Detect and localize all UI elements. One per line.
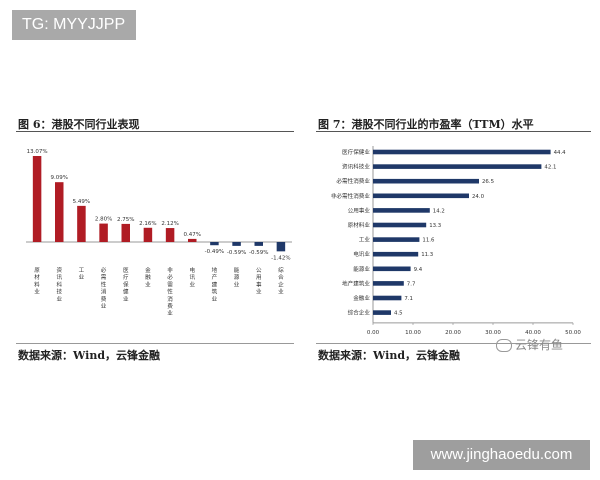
fig6-bar <box>188 238 197 242</box>
fig6-bar <box>121 223 130 242</box>
fig7-x-tick-label: 30.00 <box>485 330 501 336</box>
fig7-x-tick-label: 10.00 <box>405 330 421 336</box>
fig7-bar <box>373 237 420 242</box>
fig6-category-label: 必需性消费业 <box>101 266 107 310</box>
figure7-title: 图 7：港股不同行业的市盈率（TTM）水平 <box>318 118 534 131</box>
fig7-category-label: 电讯业 <box>353 250 370 258</box>
fig7-category-label: 工业 <box>359 236 371 244</box>
fig7-bar <box>373 281 404 286</box>
fig6-value-label: 5.49% <box>73 199 90 205</box>
figure6-source: 数据来源：Wind，云锋金融 <box>18 349 161 362</box>
fig6-bar <box>77 205 86 242</box>
fig7-category-label: 资讯科技业 <box>342 163 370 171</box>
figure7-source: 数据来源：Wind，云锋金融 <box>318 349 461 362</box>
fig7-value-label: 44.4 <box>554 150 567 156</box>
figure6-top-rule <box>16 131 294 132</box>
fig6-category-label: 地产建筑业 <box>212 266 218 303</box>
site-watermark-badge: www.jinghaoedu.com <box>413 440 590 470</box>
fig6-value-label: -0.59% <box>249 250 268 256</box>
figure6-bottom-rule <box>16 343 294 344</box>
figure7-bottom-rule <box>316 343 591 344</box>
fig6-value-label: 0.47% <box>184 232 201 238</box>
fig7-value-label: 11.6 <box>422 238 435 244</box>
fig7-bar <box>373 208 430 213</box>
fig7-x-tick-label: 50.00 <box>565 330 581 336</box>
fig6-value-label: -0.49% <box>205 249 224 255</box>
fig6-value-label: 2.16% <box>139 221 156 227</box>
fig7-category-label: 公用事业 <box>348 206 371 214</box>
fig7-x-tick-label: 0.00 <box>367 330 380 336</box>
fig6-value-label: 2.75% <box>117 217 134 223</box>
fig7-bar <box>373 164 542 169</box>
fig6-category-label: 非必需性消费业 <box>167 266 173 317</box>
watermark-text: 云锋有鱼 <box>515 338 564 352</box>
fig7-category-label: 医疗保健业 <box>342 148 370 156</box>
fig7-value-label: 42.1 <box>544 165 556 171</box>
fig7-value-label: 4.5 <box>394 311 403 317</box>
fig7-x-tick-label: 40.00 <box>525 330 541 336</box>
fig7-category-label: 地产建筑业 <box>342 279 370 287</box>
tg-watermark-badge: TG: MYYJJPP <box>12 10 136 40</box>
figure6-title: 图 6：港股不同行业表现 <box>18 118 140 131</box>
fig6-category-label: 综合企业 <box>278 266 284 296</box>
fig7-x-tick-label: 20.00 <box>445 330 461 336</box>
fig7-value-label: 9.4 <box>414 267 423 273</box>
figure7-hbar-chart: 0.00 10.00 20.00 30.00 40.00 50.00 医疗保健业 44.4 资讯… <box>331 146 581 336</box>
fig7-bar <box>373 222 427 228</box>
fig7-bar <box>373 295 402 301</box>
fig6-category-label: 工业 <box>79 267 85 281</box>
fig6-category-label: 公用事业 <box>256 268 262 296</box>
fig6-bar <box>232 242 241 246</box>
fig6-value-label: 2.80% <box>95 217 112 223</box>
fig7-value-label: 7.7 <box>407 281 416 287</box>
fig7-value-label: 7.1 <box>404 296 413 302</box>
wechat-icon <box>496 339 512 352</box>
fig7-bar <box>373 178 479 184</box>
fig6-value-label: -1.42% <box>271 255 290 261</box>
fig7-category-label: 必需性消费业 <box>336 177 370 185</box>
fig7-value-label: 24.0 <box>472 194 485 200</box>
fig7-category-label: 非必需性消费业 <box>331 192 371 200</box>
fig6-bar <box>254 242 263 246</box>
fig7-value-label: 26.5 <box>482 179 494 185</box>
wechat-watermark: 云锋有鱼 <box>496 336 563 353</box>
fig6-category-label: 医疗保健业 <box>123 267 129 303</box>
fig7-bar <box>373 193 469 199</box>
fig6-value-label: -0.59% <box>227 250 246 256</box>
fig7-bar <box>373 266 411 272</box>
fig6-bar <box>32 155 42 242</box>
fig7-bar <box>373 149 551 155</box>
fig6-bar <box>99 223 108 242</box>
fig6-bar <box>210 242 219 246</box>
figure7-top-rule <box>316 131 591 132</box>
fig6-value-label: 13.07% <box>27 149 48 155</box>
fig7-value-label: 14.2 <box>433 208 445 214</box>
fig6-category-label: 电讯业 <box>189 266 195 288</box>
fig6-value-label: 9.09% <box>51 175 68 181</box>
fig6-value-label: 2.12% <box>161 221 178 227</box>
fig7-category-label: 能源业 <box>353 265 370 273</box>
fig7-bar <box>373 310 391 315</box>
fig6-category-label: 金融业 <box>145 266 151 288</box>
fig6-category-label: 原材料业 <box>34 267 40 296</box>
figure6-bar-chart: 13.07% 原材料业 9.09% 资讯科技业 5.49% 工业 2.80% 必需性消费业 2.… <box>26 149 292 317</box>
fig6-bar <box>276 242 286 252</box>
fig7-category-label: 金融业 <box>353 294 370 302</box>
fig7-category-label: 综合企业 <box>348 309 371 317</box>
fig7-bar <box>373 251 419 257</box>
fig7-value-label: 13.3 <box>429 223 441 229</box>
fig6-bar <box>55 182 64 242</box>
fig6-bar <box>165 228 175 242</box>
fig7-category-label: 原材料业 <box>348 221 371 229</box>
fig6-category-label: 资讯科技业 <box>56 266 62 303</box>
fig6-bar <box>143 227 153 242</box>
fig7-value-label: 11.3 <box>421 252 433 258</box>
fig6-category-label: 能源业 <box>234 266 240 288</box>
